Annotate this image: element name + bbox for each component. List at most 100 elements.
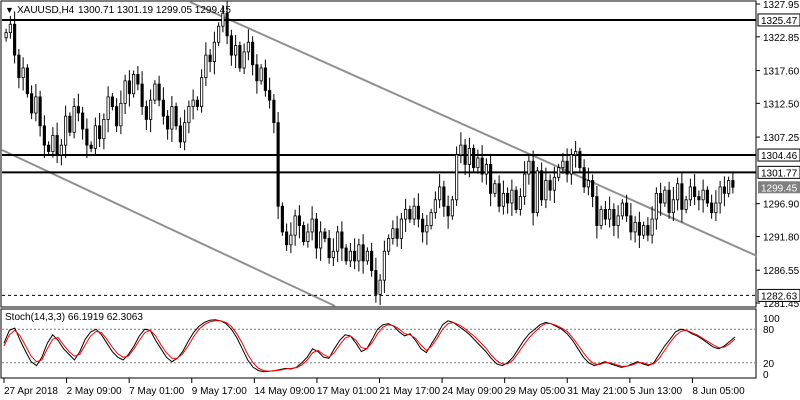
candle-body — [47, 144, 51, 152]
candle-body — [306, 231, 310, 242]
candle-body — [161, 99, 165, 117]
candle-body — [684, 199, 688, 210]
candle-body — [127, 80, 131, 95]
candle-body — [297, 215, 301, 226]
candle-body — [395, 228, 399, 239]
candle-body — [671, 199, 675, 214]
candle-body — [429, 212, 433, 226]
candle-body — [357, 244, 361, 262]
time-tick-label: 9 May 17:00 — [192, 386, 247, 397]
candle-body — [285, 231, 289, 246]
candle-body — [255, 64, 259, 82]
candle-body — [51, 135, 55, 152]
candle-body — [331, 250, 335, 259]
candle-body — [234, 45, 238, 56]
price-tick-label: 1317.60 — [763, 67, 800, 78]
candle-body — [119, 102, 123, 127]
candle-body — [472, 147, 476, 169]
time-tick-label: 29 May 05:00 — [505, 386, 566, 397]
price-tick-label: 1312.50 — [763, 99, 800, 110]
candle-body — [225, 12, 229, 37]
candle-body — [348, 250, 352, 262]
time-tick-label: 21 May 17:00 — [380, 386, 441, 397]
candle-body — [552, 176, 556, 191]
chart-menu-arrow-icon[interactable]: ▼ — [5, 5, 14, 15]
candle-body — [336, 231, 340, 252]
symbol-label: XAUUSD,H4 — [17, 5, 75, 16]
candle-body — [382, 250, 386, 281]
candle-body — [404, 209, 408, 220]
candle-body — [204, 54, 208, 79]
candle-body — [81, 112, 85, 130]
candle-body — [535, 170, 539, 214]
price-tick-label: 1327.95 — [763, 0, 800, 11]
current-price-box — [758, 181, 800, 194]
time-axis: 27 Apr 2018 2 May 09:00 7 May 01:00 9 May 1… — [3, 378, 745, 397]
candle-body — [501, 192, 505, 207]
candle-body — [361, 244, 365, 262]
candle-body — [650, 218, 654, 236]
candle-body — [731, 180, 735, 188]
candle-body — [408, 209, 412, 220]
candle-body — [722, 186, 726, 194]
candle-body — [170, 106, 174, 130]
candle-body — [276, 122, 280, 207]
candle-body — [272, 99, 276, 124]
candle-body — [705, 189, 709, 204]
level-price-box — [757, 165, 800, 179]
candle-body — [680, 183, 684, 210]
candle-body — [110, 96, 114, 107]
candle-body — [433, 199, 437, 214]
candle-body — [446, 205, 450, 217]
time-tick-label: 14 May 09:00 — [254, 386, 315, 397]
price-tick-label: 1307.25 — [763, 133, 800, 144]
candle-body — [561, 160, 565, 169]
candle-body — [620, 202, 624, 217]
candle-body — [442, 186, 446, 207]
candle-body — [310, 218, 314, 233]
stoch-signal-line — [3, 320, 736, 372]
candle-body — [21, 67, 25, 79]
candle-body — [25, 67, 29, 95]
candle-body — [59, 144, 63, 156]
candle-body — [616, 215, 620, 226]
candle-body — [459, 144, 463, 156]
channel-upper-trendline[interactable] — [189, 1, 758, 257]
candle-body — [217, 25, 221, 43]
candle-body — [523, 173, 527, 197]
candle-body — [654, 192, 658, 220]
candle-body — [676, 183, 680, 201]
candle-body — [242, 51, 246, 69]
candle-body — [55, 135, 59, 156]
stoch-tick-label: 80 — [763, 325, 775, 336]
candle-body — [314, 218, 318, 249]
candle-body — [633, 221, 637, 233]
candle-body — [370, 250, 374, 271]
candle-body — [174, 106, 178, 127]
candle-body — [718, 186, 722, 204]
candle-body — [246, 41, 250, 53]
price-tick-label: 1291.80 — [763, 232, 800, 243]
channel-lower-trendline[interactable] — [1, 149, 336, 307]
candle-body — [64, 115, 68, 146]
stoch-main-line — [3, 319, 736, 373]
candle-body — [480, 157, 484, 175]
candle-body — [642, 225, 646, 236]
stoch-tick-label: 0 — [763, 370, 769, 381]
candle-body — [489, 164, 493, 194]
candle-body — [166, 115, 170, 130]
candle-body — [425, 225, 429, 233]
candle-body — [493, 183, 497, 194]
stoch-indicator-label: Stoch(14,3,3) 66.1919 62.3063 — [5, 312, 143, 323]
candle-body — [608, 209, 612, 220]
ohlc-label: 1300.71 1301.19 1299.05 1299.45 — [78, 5, 231, 16]
candle-body — [591, 180, 595, 197]
candle-body — [603, 209, 607, 220]
current-price-label: 1299.45 — [761, 183, 798, 194]
candle-body — [8, 23, 12, 34]
candle-body — [574, 151, 578, 156]
candle-body — [183, 122, 187, 143]
candle-body — [612, 209, 616, 226]
candle-body — [293, 215, 297, 236]
